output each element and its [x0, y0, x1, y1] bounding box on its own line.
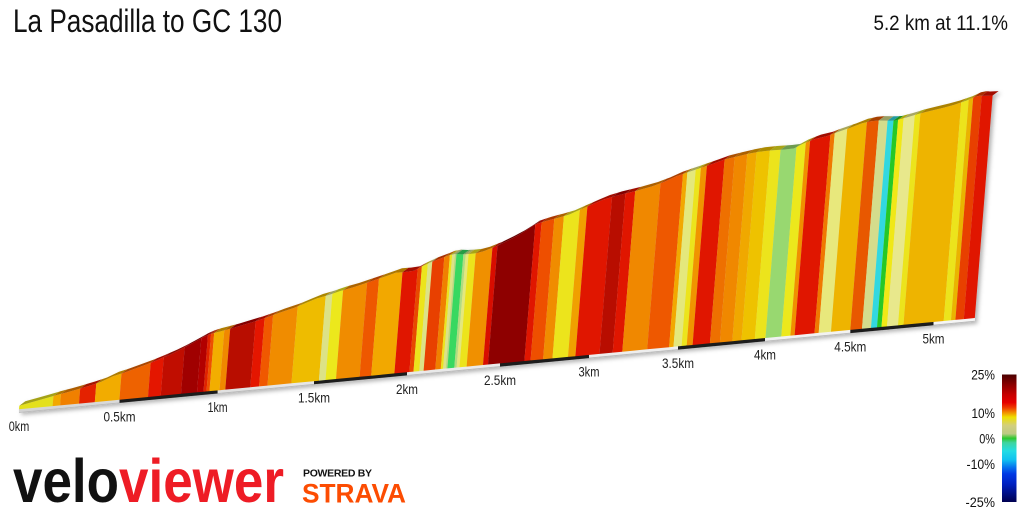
svg-text:0km: 0km — [9, 418, 30, 434]
svg-text:5km: 5km — [923, 331, 945, 347]
svg-text:5.2 km at 11.1%: 5.2 km at 11.1% — [874, 11, 1009, 35]
svg-text:veloviewer: veloviewer — [13, 447, 284, 512]
svg-text:25%: 25% — [971, 367, 995, 383]
svg-text:-25%: -25% — [966, 494, 996, 510]
svg-text:4km: 4km — [754, 347, 776, 363]
svg-text:3km: 3km — [579, 364, 600, 380]
svg-text:1km: 1km — [208, 399, 228, 415]
svg-text:0.5km: 0.5km — [104, 408, 136, 424]
svg-text:2km: 2km — [396, 381, 418, 397]
svg-text:4.5km: 4.5km — [834, 339, 866, 355]
svg-text:STRAVA: STRAVA — [302, 478, 406, 508]
svg-text:10%: 10% — [972, 405, 996, 421]
svg-text:POWERED BY: POWERED BY — [303, 468, 372, 480]
svg-text:La Pasadilla to GC 130: La Pasadilla to GC 130 — [13, 3, 282, 39]
svg-text:-10%: -10% — [967, 456, 996, 472]
svg-text:3.5km: 3.5km — [662, 355, 694, 371]
svg-text:2.5km: 2.5km — [484, 372, 516, 388]
svg-text:0%: 0% — [979, 430, 995, 446]
svg-text:1.5km: 1.5km — [298, 390, 330, 406]
